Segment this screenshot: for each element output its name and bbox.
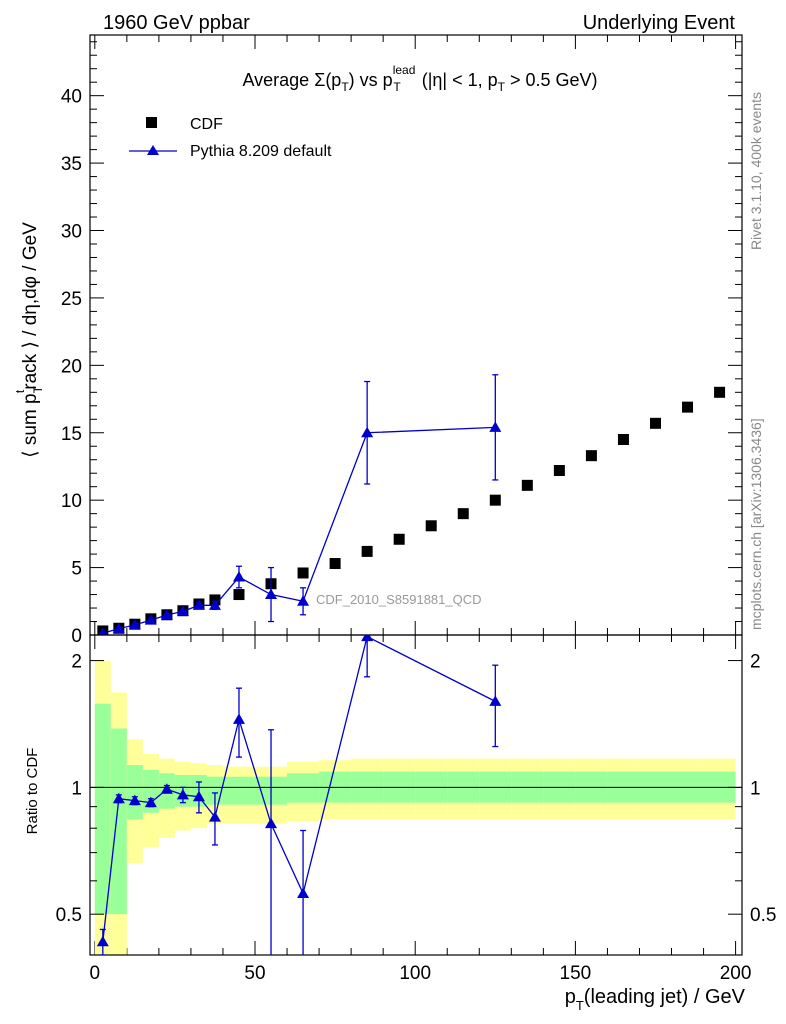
ratio-pythia-point (128, 794, 141, 806)
ratio-pythia-point (112, 792, 125, 804)
ratio-pythia-point (96, 935, 109, 947)
pythia-point (489, 421, 502, 432)
ratio-pythia-point (160, 783, 173, 794)
main-ylabel: ⟨ sum pTtrack ⟩ / dη,dφ / GeV (13, 222, 45, 458)
cdf-point (329, 558, 341, 570)
legend-cdf-marker (146, 117, 157, 128)
ratio-ytick-label-right: 2 (750, 652, 761, 673)
ratio-band-inner (287, 773, 320, 803)
xlabel: pT(leading jet) / GeV (565, 986, 746, 1013)
analysis-watermark: CDF_2010_S8591881_QCD (316, 592, 482, 607)
cdf-point (457, 508, 469, 520)
main-ytick-label: 5 (71, 559, 82, 580)
cdf-point (489, 494, 501, 506)
main-ytick-label: 0 (71, 626, 82, 647)
xtick-label: 100 (399, 963, 431, 984)
ratio-pythia-point (192, 790, 205, 802)
mcplots-label: mcplots.cern.ch [arXiv:1306.3436] (748, 418, 764, 630)
pythia-point (232, 571, 245, 582)
cdf-point (297, 567, 309, 579)
cdf-point (425, 520, 437, 532)
ratio-pythia-point (144, 796, 157, 808)
legend-pythia-marker (147, 145, 159, 155)
main-ytick-label: 30 (61, 222, 82, 243)
pythia-point (192, 599, 205, 610)
ratio-band-inner (222, 776, 256, 805)
ratio-band-inner (110, 728, 127, 915)
ratio-ylabel: Ratio to CDF (24, 748, 41, 835)
ratio-pythia-point (208, 811, 221, 822)
main-ytick-label: 10 (61, 491, 82, 512)
ratio-ytick-label-left: 1 (71, 778, 82, 799)
rivet-label: Rivet 3.1.10, 400k events (748, 92, 764, 250)
ratio-data-group (96, 635, 502, 955)
ratio-panel-frame (89, 634, 743, 956)
ratio-pythia-point (265, 817, 278, 829)
main-data-group (97, 374, 726, 635)
cdf-point (617, 433, 629, 445)
xtick-label: 200 (720, 963, 752, 984)
ratio-band-inner (206, 776, 223, 805)
main-ytick-label: 40 (61, 87, 82, 108)
ratio-pythia-point (361, 635, 374, 642)
legend-pythia-label: Pythia 8.209 default (190, 143, 332, 160)
legend: CDF Pythia 8.209 default (129, 116, 332, 160)
ratio-ytick-label-left: 0.5 (56, 905, 82, 926)
ratio-pythia-point (176, 788, 189, 800)
main-ytick-label: 25 (61, 289, 82, 310)
ratio-pythia-point (489, 695, 502, 706)
header-right: Underlying Event (583, 12, 736, 34)
xtick-label: 0 (90, 963, 101, 984)
cdf-point (393, 533, 405, 545)
legend-cdf-label: CDF (190, 116, 223, 133)
pythia-point (128, 618, 141, 630)
pythia-point (265, 588, 278, 600)
cdf-point (521, 479, 533, 491)
xtick-label: 50 (244, 963, 265, 984)
cdf-point (714, 386, 726, 398)
ratio-band-inner (94, 703, 111, 915)
main-ytick-label: 15 (61, 424, 82, 445)
cdf-point (553, 465, 565, 477)
cdf-point (233, 589, 245, 601)
pythia-point (144, 614, 157, 625)
ratio-ytick-label-right: 1 (750, 778, 761, 799)
pythia-point (208, 599, 221, 610)
ratio-pythia-point (297, 887, 310, 898)
cdf-point (585, 450, 597, 462)
main-panel-frame (89, 34, 743, 636)
pythia-point (98, 627, 108, 635)
pythia-point (160, 609, 173, 620)
xtick-label: 150 (560, 963, 592, 984)
cdf-point (361, 545, 373, 557)
ratio-ytick-label-right: 0.5 (750, 905, 776, 926)
main-title: Average Σ(pT) vs plead T (|η| < 1, pT > 0… (242, 63, 597, 94)
main-ytick-label: 35 (61, 154, 82, 175)
ratio-ytick-label-left: 2 (71, 652, 82, 673)
ratio-pythia-point (232, 713, 245, 724)
pythia-point (112, 622, 125, 634)
cdf-point (649, 417, 661, 429)
ratio-band-inner (126, 765, 143, 820)
header-left: 1960 GeV ppbar (103, 12, 250, 34)
pythia-point (361, 426, 374, 438)
main-ytick-label: 20 (61, 356, 82, 377)
cdf-point (682, 401, 694, 413)
pythia-point (176, 605, 189, 616)
pythia-point (297, 595, 310, 606)
